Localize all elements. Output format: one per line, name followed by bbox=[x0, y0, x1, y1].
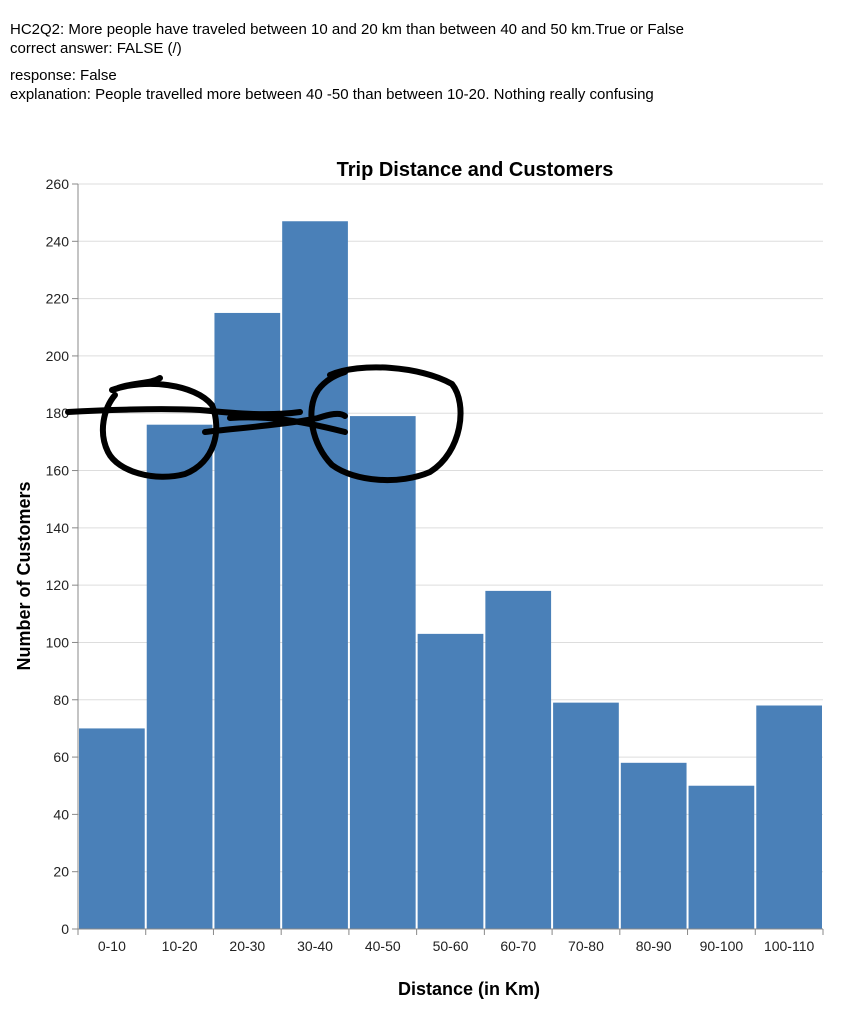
bar bbox=[282, 221, 348, 929]
y-tick-label: 60 bbox=[53, 749, 69, 765]
y-tick-label: 200 bbox=[46, 348, 70, 364]
x-tick-label: 40-50 bbox=[365, 938, 401, 954]
y-tick-label: 240 bbox=[46, 233, 70, 249]
y-axis-title: Number of Customers bbox=[14, 481, 34, 670]
y-tick-label: 0 bbox=[61, 921, 69, 937]
y-tick-label: 120 bbox=[46, 577, 70, 593]
chart-title: Trip Distance and Customers bbox=[337, 159, 614, 181]
response-text: response: False bbox=[10, 67, 117, 84]
annotation-horizontal-line bbox=[65, 406, 348, 435]
x-tick-label: 70-80 bbox=[568, 938, 604, 954]
bar bbox=[214, 312, 281, 929]
y-tick-label: 20 bbox=[53, 864, 69, 880]
bar bbox=[620, 762, 687, 929]
annotation-circle-10-20 bbox=[99, 375, 220, 480]
bar bbox=[349, 416, 416, 929]
bar bbox=[756, 705, 822, 929]
bar bbox=[553, 702, 619, 929]
y-tick-label: 220 bbox=[46, 291, 70, 307]
question-text: HC2Q2: More people have traveled between… bbox=[10, 21, 685, 38]
bars bbox=[79, 221, 822, 929]
y-tick-label: 80 bbox=[53, 692, 69, 708]
y-tick-label: 100 bbox=[46, 634, 70, 650]
y-tick-label: 260 bbox=[46, 176, 70, 192]
x-tick-label: 90-100 bbox=[700, 938, 744, 954]
x-tick-label: 0-10 bbox=[98, 938, 126, 954]
bar bbox=[79, 728, 145, 929]
x-axis-title: Distance (in Km) bbox=[398, 979, 540, 999]
y-tick-label: 160 bbox=[46, 463, 70, 479]
explanation-text: explanation: People travelled more betwe… bbox=[10, 86, 654, 103]
x-tick-label: 10-20 bbox=[162, 938, 198, 954]
handwritten-annotations bbox=[65, 364, 464, 483]
x-tick-label: 50-60 bbox=[433, 938, 469, 954]
x-tick-label: 20-30 bbox=[229, 938, 265, 954]
x-tick-label: 30-40 bbox=[297, 938, 333, 954]
x-tick-label: 100-110 bbox=[764, 938, 815, 954]
axes: 0 20 40 60 80 100 120 140 160 180 200 220 240 260 0-10… bbox=[46, 176, 824, 954]
annotation-circle-40-50 bbox=[308, 364, 464, 483]
question-block: HC2Q2: More people have traveled between… bbox=[10, 20, 684, 104]
x-tick-label: 80-90 bbox=[636, 938, 672, 954]
bar bbox=[688, 785, 755, 929]
y-tick-label: 40 bbox=[53, 806, 69, 822]
bar bbox=[417, 633, 484, 929]
y-tick-label: 180 bbox=[46, 405, 70, 421]
y-tick-label: 140 bbox=[46, 520, 70, 536]
x-tick-label: 60-70 bbox=[500, 938, 536, 954]
bar bbox=[146, 424, 213, 929]
correct-answer-text: correct answer: FALSE (/) bbox=[10, 40, 182, 57]
bar bbox=[485, 590, 552, 929]
